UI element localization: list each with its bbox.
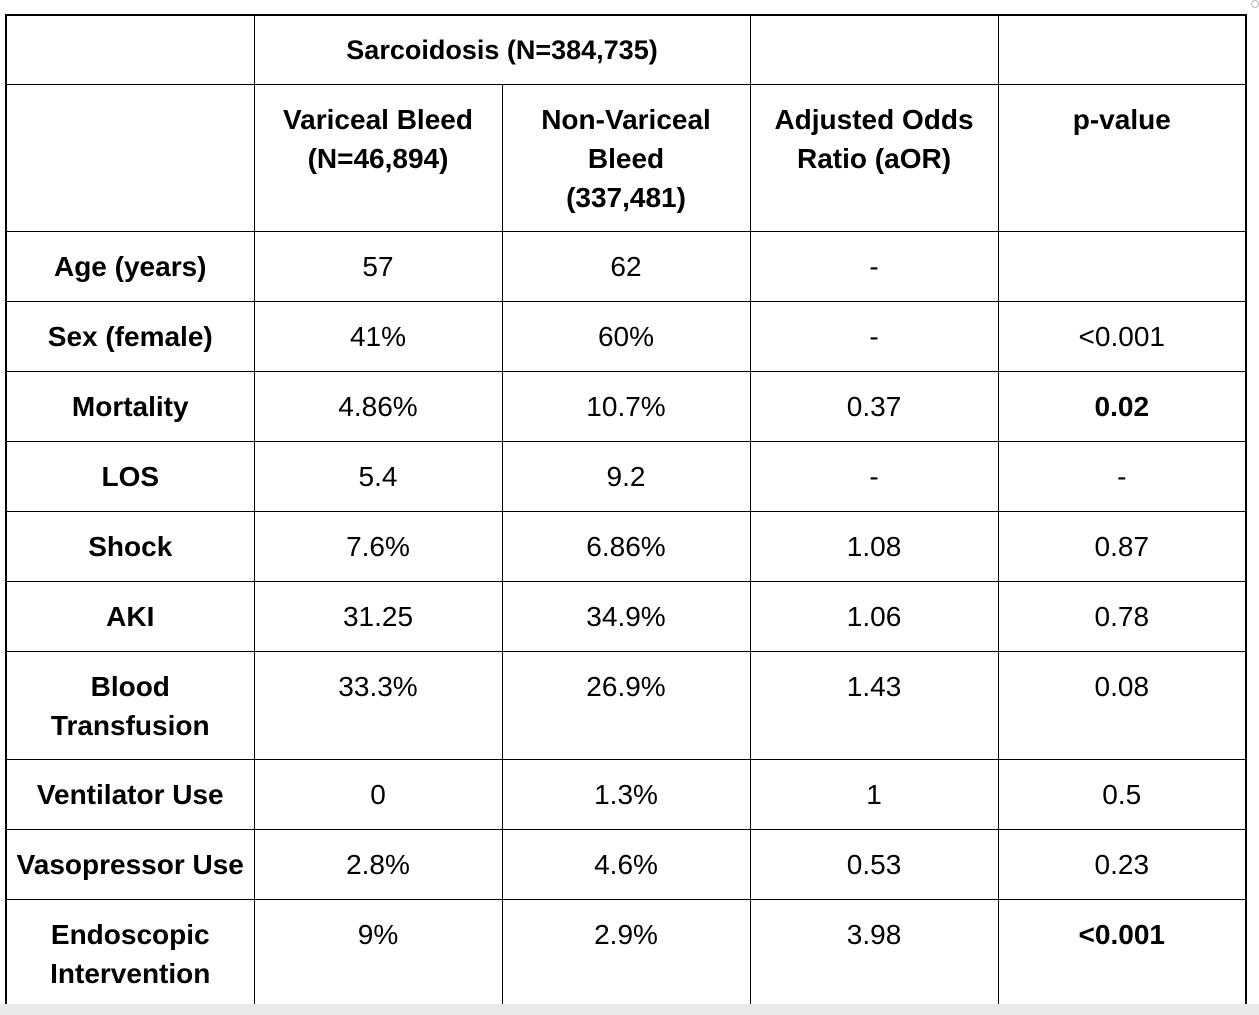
column-header-variceal: Variceal Bleed (N=46,894)	[253, 84, 503, 232]
cell-variceal: 41%	[253, 301, 503, 372]
table-row: AKI 31.25 34.9% 1.06 0.78	[5, 581, 1247, 652]
cell-p-value: -	[997, 441, 1247, 512]
cell-variceal: 9%	[253, 899, 503, 1008]
column-header-line: Variceal Bleed	[283, 104, 473, 135]
column-header-line: Bleed	[587, 143, 665, 174]
row-label-line: Endoscopic	[50, 919, 210, 950]
row-label: Shock	[5, 511, 255, 582]
cell-variceal: 31.25	[253, 581, 503, 652]
bottom-scroll-strip	[0, 1004, 1259, 1015]
row-label: Endoscopic Intervention	[5, 899, 255, 1008]
column-header-non-variceal: Non-Variceal Bleed (337,481)	[501, 84, 751, 232]
table-row: Blood Transfusion 33.3% 26.9% 1.43 0.08	[5, 651, 1247, 760]
cell-variceal: 5.4	[253, 441, 503, 512]
empty-corner-cell	[5, 84, 255, 232]
cell-p-value: 0.78	[997, 581, 1247, 652]
cell-non-variceal: 34.9%	[501, 581, 751, 652]
column-header-line: (N=46,894)	[307, 143, 449, 174]
table-row: LOS 5.4 9.2 - -	[5, 441, 1247, 512]
cell-variceal: 57	[253, 231, 503, 302]
column-header-line: (337,481)	[566, 182, 686, 213]
column-header-p-value: p-value	[997, 84, 1247, 232]
empty-corner-cell	[5, 14, 255, 85]
table-row: Vasopressor Use 2.8% 4.6% 0.53 0.23	[5, 829, 1247, 900]
cell-aor: -	[749, 301, 999, 372]
row-label: Vasopressor Use	[5, 829, 255, 900]
table-row: Shock 7.6% 6.86% 1.08 0.87	[5, 511, 1247, 582]
cell-variceal: 33.3%	[253, 651, 503, 760]
cell-non-variceal: 60%	[501, 301, 751, 372]
table-row: Age (years) 57 62 -	[5, 231, 1247, 302]
cell-non-variceal: 4.6%	[501, 829, 751, 900]
cell-aor: 1.06	[749, 581, 999, 652]
cell-non-variceal: 26.9%	[501, 651, 751, 760]
column-header-aor: Adjusted Odds Ratio (aOR)	[749, 84, 999, 232]
row-label: AKI	[5, 581, 255, 652]
sarcoidosis-results-table: Sarcoidosis (N=384,735) Variceal Bleed (…	[5, 14, 1248, 1009]
cell-p-value: 0.08	[997, 651, 1247, 760]
row-label-line: Intervention	[50, 958, 211, 989]
column-header-line: Non-Variceal	[541, 104, 711, 135]
cell-aor: 0.53	[749, 829, 999, 900]
cell-aor: -	[749, 231, 999, 302]
cell-variceal: 4.86%	[253, 371, 503, 442]
cell-aor: 1	[749, 759, 999, 830]
cell-aor: 1.43	[749, 651, 999, 760]
column-header-line: Adjusted Odds	[774, 104, 974, 135]
cell-non-variceal: 62	[501, 231, 751, 302]
cell-p-value: 0.5	[997, 759, 1247, 830]
cell-p-value: 0.87	[997, 511, 1247, 582]
cell-non-variceal: 1.3%	[501, 759, 751, 830]
group-header-cell: Sarcoidosis (N=384,735)	[253, 14, 751, 85]
row-label: Mortality	[5, 371, 255, 442]
cell-aor: 0.37	[749, 371, 999, 442]
column-header-row: Variceal Bleed (N=46,894) Non-Variceal B…	[5, 84, 1247, 232]
results-table-container: Sarcoidosis (N=384,735) Variceal Bleed (…	[5, 14, 1248, 1009]
row-label: Blood Transfusion	[5, 651, 255, 760]
empty-header-cell	[997, 14, 1247, 85]
column-header-line: Ratio (aOR)	[797, 143, 952, 174]
cell-non-variceal: 6.86%	[501, 511, 751, 582]
table-row: Sex (female) 41% 60% - <0.001	[5, 301, 1247, 372]
cell-p-value: 0.02	[997, 371, 1247, 442]
cell-variceal: 7.6%	[253, 511, 503, 582]
row-label: Age (years)	[5, 231, 255, 302]
table-row: Endoscopic Intervention 9% 2.9% 3.98 <0.…	[5, 899, 1247, 1008]
cell-non-variceal: 2.9%	[501, 899, 751, 1008]
cell-variceal: 0	[253, 759, 503, 830]
row-label: Sex (female)	[5, 301, 255, 372]
cell-p-value	[997, 231, 1247, 302]
group-header-row: Sarcoidosis (N=384,735)	[5, 14, 1247, 85]
cell-aor: 1.08	[749, 511, 999, 582]
row-label: LOS	[5, 441, 255, 512]
corner-resize-icon	[1251, 0, 1259, 8]
table-row: Ventilator Use 0 1.3% 1 0.5	[5, 759, 1247, 830]
cell-aor: -	[749, 441, 999, 512]
row-label-line: Transfusion	[50, 710, 210, 741]
cell-variceal: 2.8%	[253, 829, 503, 900]
row-label-line: Blood	[90, 671, 170, 702]
cell-non-variceal: 10.7%	[501, 371, 751, 442]
cell-p-value: <0.001	[997, 301, 1247, 372]
cell-aor: 3.98	[749, 899, 999, 1008]
empty-header-cell	[749, 14, 999, 85]
row-label: Ventilator Use	[5, 759, 255, 830]
cell-non-variceal: 9.2	[501, 441, 751, 512]
cell-p-value: <0.001	[997, 899, 1247, 1008]
table-row: Mortality 4.86% 10.7% 0.37 0.02	[5, 371, 1247, 442]
column-header-line: p-value	[1072, 104, 1171, 135]
cell-p-value: 0.23	[997, 829, 1247, 900]
